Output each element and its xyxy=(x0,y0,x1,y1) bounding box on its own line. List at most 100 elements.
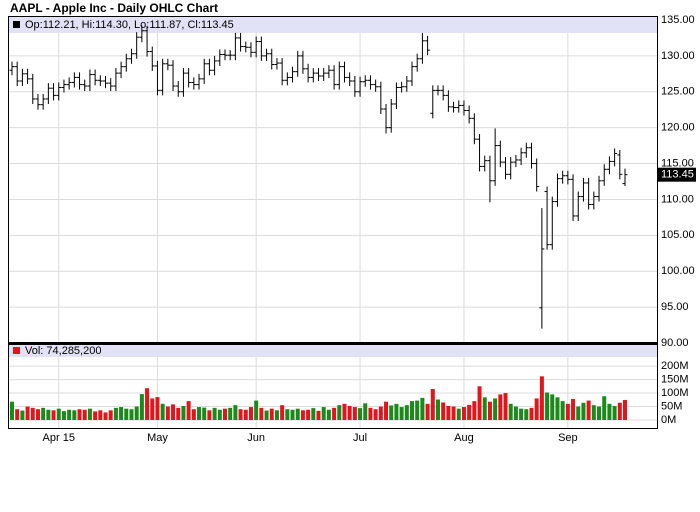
volume-bar xyxy=(368,407,373,420)
volume-bar xyxy=(46,409,51,420)
volume-bar xyxy=(165,406,170,420)
volume-bar xyxy=(197,407,202,420)
volume-bar xyxy=(493,398,498,420)
volume-bar xyxy=(446,405,451,420)
volume-tick-label: 100M xyxy=(661,387,689,399)
volume-bar xyxy=(612,405,617,420)
y-tick-label: 115.00 xyxy=(661,157,694,169)
volume-bar xyxy=(300,410,305,420)
volume-bar xyxy=(399,407,404,420)
volume-bar xyxy=(597,406,602,420)
volume-bar xyxy=(586,400,591,420)
volume-bar xyxy=(498,394,503,420)
volume-bar xyxy=(113,407,118,420)
volume-bar xyxy=(285,409,290,420)
volume-bar xyxy=(202,407,207,420)
volume-bar xyxy=(435,399,440,420)
volume-bar xyxy=(171,404,176,420)
volume-bar xyxy=(134,406,139,420)
volume-bar xyxy=(508,403,513,420)
volume-bar xyxy=(430,389,435,420)
volume-bar xyxy=(259,407,264,420)
volume-bar xyxy=(228,407,233,420)
x-tick-label: May xyxy=(147,432,168,444)
volume-bar xyxy=(61,411,66,420)
x-tick-label: Apr 15 xyxy=(43,432,75,444)
volume-bar xyxy=(124,408,129,420)
volume-bar xyxy=(217,409,222,420)
volume-bar xyxy=(56,408,61,420)
volume-bar xyxy=(290,409,295,420)
volume-bar xyxy=(155,397,160,420)
price-header xyxy=(9,17,657,33)
volume-bar xyxy=(571,398,576,420)
volume-bar xyxy=(425,403,430,420)
volume-bar xyxy=(420,397,425,420)
volume-bar xyxy=(254,400,259,420)
volume-bar xyxy=(306,409,311,420)
x-tick-label: Aug xyxy=(454,432,474,444)
volume-bar xyxy=(311,408,316,420)
volume-bar xyxy=(487,401,492,420)
volume-bar xyxy=(77,409,82,420)
volume-bar xyxy=(581,402,586,420)
volume-bar xyxy=(82,409,87,420)
volume-bar xyxy=(222,408,227,420)
volume-bar xyxy=(332,407,337,420)
volume-bar xyxy=(129,409,134,420)
volume-legend-swatch xyxy=(13,347,20,354)
volume-bar xyxy=(384,401,389,420)
volume-bar xyxy=(30,407,35,420)
price-frame xyxy=(8,16,658,343)
volume-bar xyxy=(337,405,342,420)
volume-bar xyxy=(519,408,524,420)
volume-bar xyxy=(238,409,243,420)
volume-bar xyxy=(555,397,560,420)
y-tick-label: 95.00 xyxy=(661,301,689,313)
volume-bar xyxy=(565,403,570,420)
volume-bar xyxy=(191,409,196,420)
volume-bar xyxy=(451,406,456,420)
volume-tick-label: 0M xyxy=(661,414,676,426)
volume-bar xyxy=(477,386,482,420)
volume-bar xyxy=(472,401,477,420)
volume-bar xyxy=(467,404,472,420)
volume-bar xyxy=(295,408,300,420)
volume-bar xyxy=(186,401,191,420)
volume-bar xyxy=(591,405,596,420)
volume-bar xyxy=(10,401,14,420)
y-tick-label: 130.00 xyxy=(661,50,695,62)
volume-bar xyxy=(363,403,368,420)
volume-bar xyxy=(269,408,274,420)
volume-bar xyxy=(264,410,269,420)
last-price-badge xyxy=(658,167,696,182)
volume-bar xyxy=(373,409,378,420)
volume-bar xyxy=(243,409,248,420)
volume-bar xyxy=(274,410,279,420)
ohlc-label: Op:112.21, Hi:114.30, Lo:111.87, Cl:113.… xyxy=(25,19,234,31)
volume-bar xyxy=(394,403,399,420)
volume-bar xyxy=(503,393,508,420)
volume-bar xyxy=(550,394,555,420)
volume-bar xyxy=(20,410,25,420)
volume-bar xyxy=(108,410,113,420)
volume-bar xyxy=(212,407,217,420)
volume-bar xyxy=(482,397,487,420)
last-price-label: 113.45 xyxy=(661,169,694,181)
volume-bar xyxy=(321,407,326,420)
volume-bar xyxy=(529,407,534,420)
volume-bar xyxy=(160,403,165,420)
volume-bar xyxy=(35,409,40,420)
volume-bar xyxy=(461,407,466,420)
volume-bar xyxy=(233,405,238,420)
volume-bar xyxy=(576,406,581,420)
volume-bar xyxy=(342,403,347,420)
volume-bar xyxy=(67,409,72,420)
volume-bar xyxy=(72,410,77,420)
volume-bar xyxy=(248,407,253,420)
y-tick-label: 125.00 xyxy=(661,86,695,98)
volume-tick-label: 150M xyxy=(661,373,689,385)
volume-bar xyxy=(139,394,144,420)
